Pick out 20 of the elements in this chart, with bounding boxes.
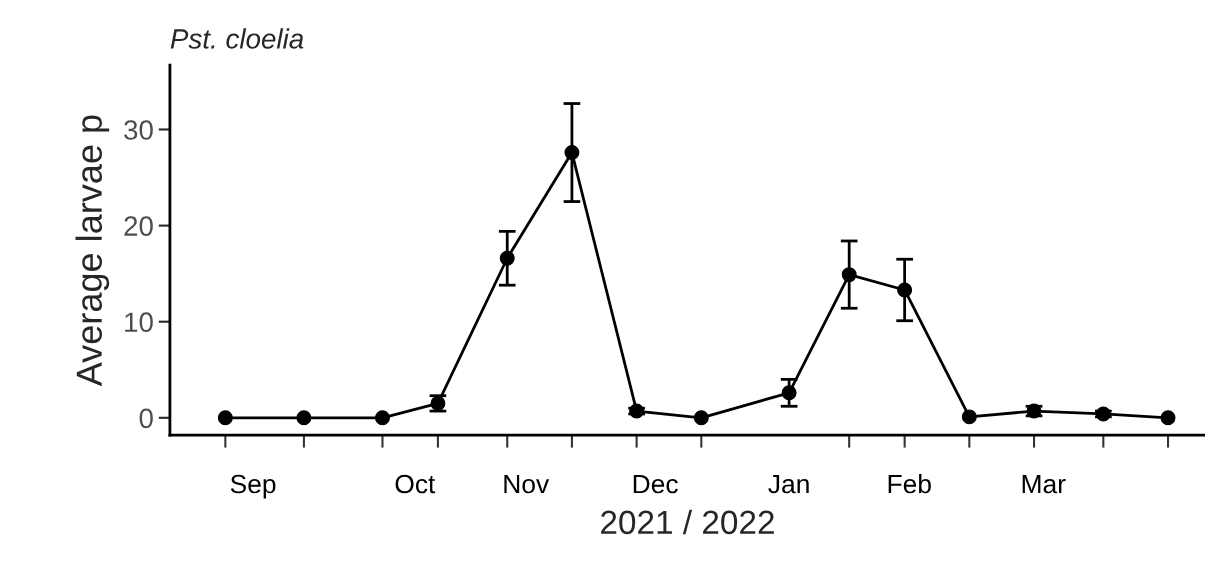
x-tick-label: Dec — [633, 474, 678, 494]
point — [961, 409, 977, 425]
x-tick-label: Oct — [395, 474, 436, 494]
y-tick-label: 30 — [124, 120, 153, 140]
point — [296, 410, 312, 426]
x-axis-title: 2021 / 2022 — [601, 509, 774, 535]
point — [217, 410, 233, 426]
y-axis-title: Average larvae p — [75, 115, 110, 387]
y-tick-label: 10 — [125, 312, 153, 333]
point — [693, 410, 709, 426]
point — [1160, 410, 1176, 426]
chart-title: Pst. cloelia — [170, 28, 304, 49]
point — [375, 410, 390, 426]
y-tick-label: 20 — [124, 216, 153, 236]
x-tick-label: Sep — [230, 474, 276, 499]
x-tick-label: Jan — [768, 474, 809, 494]
y-tick-label: 0 — [139, 408, 153, 429]
x-tick-label: Nov — [504, 474, 550, 494]
x-tick-label: Mar — [1022, 474, 1066, 494]
x-tick-label: Feb — [888, 473, 931, 494]
